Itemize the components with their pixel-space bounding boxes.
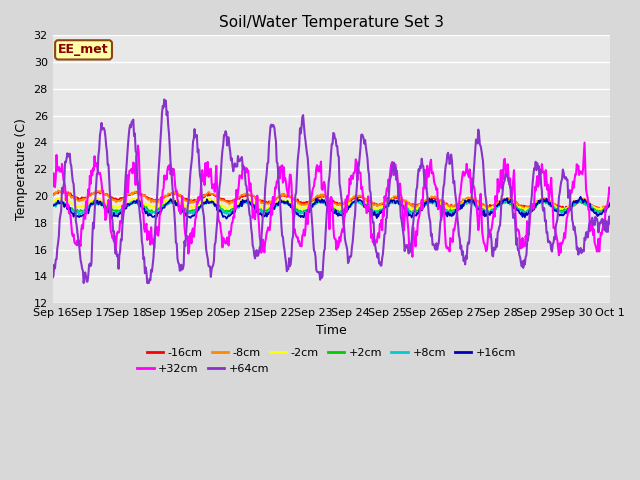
+32cm xyxy=(116,218,124,224)
-8cm xyxy=(203,191,211,197)
+16cm xyxy=(606,200,614,206)
+2cm xyxy=(202,201,210,207)
+8cm xyxy=(401,204,408,210)
+2cm xyxy=(399,203,407,209)
+16cm xyxy=(152,216,159,222)
+8cm xyxy=(49,202,56,207)
+2cm xyxy=(59,201,67,207)
+2cm xyxy=(606,203,614,209)
+32cm xyxy=(173,188,180,193)
+64cm xyxy=(401,248,408,254)
+8cm xyxy=(116,210,124,216)
+32cm xyxy=(49,183,56,189)
-16cm xyxy=(400,198,408,204)
+64cm xyxy=(417,165,425,171)
Line: -8cm: -8cm xyxy=(52,190,610,211)
-2cm xyxy=(117,203,125,209)
+2cm xyxy=(173,201,180,207)
-8cm xyxy=(60,187,67,193)
+16cm xyxy=(116,209,124,215)
+16cm xyxy=(49,203,56,209)
Line: +8cm: +8cm xyxy=(52,200,610,216)
-16cm xyxy=(58,188,66,194)
+8cm xyxy=(606,202,614,207)
-2cm xyxy=(59,196,67,202)
-8cm xyxy=(49,193,56,199)
+64cm xyxy=(175,260,182,265)
-16cm xyxy=(173,192,181,197)
Line: +64cm: +64cm xyxy=(52,99,610,283)
Title: Soil/Water Temperature Set 3: Soil/Water Temperature Set 3 xyxy=(219,15,444,30)
-16cm xyxy=(606,202,614,207)
+8cm xyxy=(173,201,180,206)
-8cm xyxy=(117,198,125,204)
+16cm xyxy=(173,200,181,206)
Line: +16cm: +16cm xyxy=(52,197,610,219)
-2cm xyxy=(400,201,408,207)
-8cm xyxy=(173,190,181,196)
+32cm xyxy=(59,168,67,174)
+2cm xyxy=(415,205,423,211)
+64cm xyxy=(49,275,56,280)
Line: +32cm: +32cm xyxy=(52,143,610,257)
-8cm xyxy=(58,187,66,193)
+16cm xyxy=(577,194,584,200)
-8cm xyxy=(606,202,614,208)
Line: -2cm: -2cm xyxy=(52,198,610,210)
+16cm xyxy=(203,196,211,202)
+32cm xyxy=(408,254,416,260)
+2cm xyxy=(465,198,473,204)
-2cm xyxy=(417,202,424,207)
+2cm xyxy=(116,207,124,213)
-2cm xyxy=(203,196,211,202)
+32cm xyxy=(606,190,614,196)
+32cm xyxy=(417,205,424,211)
-16cm xyxy=(117,195,125,201)
+16cm xyxy=(59,200,67,206)
Text: EE_met: EE_met xyxy=(58,43,109,56)
-2cm xyxy=(557,207,565,213)
+64cm xyxy=(117,237,125,242)
+16cm xyxy=(417,206,424,212)
+64cm xyxy=(161,96,168,102)
-16cm xyxy=(417,202,424,207)
+2cm xyxy=(49,202,56,208)
+64cm xyxy=(204,255,212,261)
Legend: +32cm, +64cm: +32cm, +64cm xyxy=(132,360,274,378)
-16cm xyxy=(203,192,211,198)
+32cm xyxy=(399,219,407,225)
+32cm xyxy=(202,173,210,179)
+64cm xyxy=(80,280,88,286)
-2cm xyxy=(606,203,614,208)
+8cm xyxy=(225,213,232,218)
-16cm xyxy=(49,191,56,196)
+8cm xyxy=(393,197,401,203)
-2cm xyxy=(94,195,102,201)
-8cm xyxy=(417,202,424,208)
-16cm xyxy=(60,189,67,195)
-2cm xyxy=(173,198,181,204)
+2cm xyxy=(445,211,452,216)
Line: -16cm: -16cm xyxy=(52,191,610,209)
Y-axis label: Temperature (C): Temperature (C) xyxy=(15,118,28,220)
-2cm xyxy=(49,201,56,206)
-8cm xyxy=(400,198,408,204)
+8cm xyxy=(417,206,425,212)
+64cm xyxy=(606,221,614,227)
+16cm xyxy=(400,205,408,211)
+64cm xyxy=(59,191,67,196)
-16cm xyxy=(560,206,568,212)
Line: +2cm: +2cm xyxy=(52,201,610,214)
-8cm xyxy=(596,208,604,214)
+8cm xyxy=(202,200,210,206)
+8cm xyxy=(59,200,67,205)
X-axis label: Time: Time xyxy=(316,324,347,336)
+32cm xyxy=(580,140,588,145)
